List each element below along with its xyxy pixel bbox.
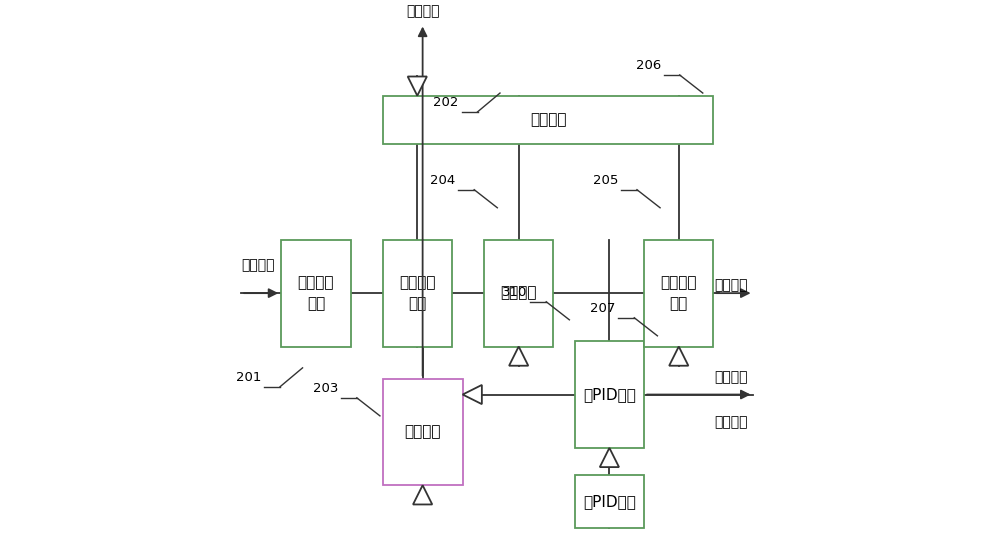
Text: 数据采集
单元: 数据采集 单元: [399, 275, 436, 311]
Text: 控制单元: 控制单元: [530, 112, 566, 127]
Text: 至电池板: 至电池板: [715, 370, 748, 384]
FancyBboxPatch shape: [383, 96, 713, 144]
Polygon shape: [509, 347, 528, 366]
FancyBboxPatch shape: [383, 240, 452, 347]
Text: 输入汇集
单元: 输入汇集 单元: [298, 275, 334, 311]
Polygon shape: [463, 385, 482, 404]
Polygon shape: [408, 77, 427, 96]
FancyBboxPatch shape: [575, 341, 644, 448]
Text: 光伏阵列: 光伏阵列: [241, 258, 275, 272]
Polygon shape: [600, 448, 619, 467]
Text: 201: 201: [236, 371, 261, 384]
Text: 204: 204: [430, 174, 456, 187]
FancyBboxPatch shape: [484, 240, 553, 347]
Text: 通讯单元: 通讯单元: [404, 424, 441, 440]
Text: 310: 310: [502, 286, 528, 299]
Text: 203: 203: [313, 382, 338, 395]
Polygon shape: [413, 485, 432, 504]
Text: 至逆变器: 至逆变器: [715, 278, 748, 292]
Text: 电弧隔离
单元: 电弧隔离 单元: [661, 275, 697, 311]
FancyBboxPatch shape: [644, 240, 713, 347]
Text: 防PID单元: 防PID单元: [583, 387, 636, 402]
Text: 防PID电源: 防PID电源: [583, 494, 636, 509]
Text: 206: 206: [636, 59, 661, 72]
Text: 205: 205: [593, 174, 618, 187]
FancyBboxPatch shape: [383, 379, 463, 485]
Text: 监控系统: 监控系统: [406, 4, 439, 18]
Text: 负极和地: 负极和地: [715, 415, 748, 429]
Text: 升压单元: 升压单元: [500, 286, 537, 301]
FancyBboxPatch shape: [281, 240, 351, 347]
Text: 202: 202: [433, 96, 459, 109]
Polygon shape: [669, 347, 688, 366]
Text: 207: 207: [590, 302, 616, 315]
FancyBboxPatch shape: [575, 475, 644, 528]
